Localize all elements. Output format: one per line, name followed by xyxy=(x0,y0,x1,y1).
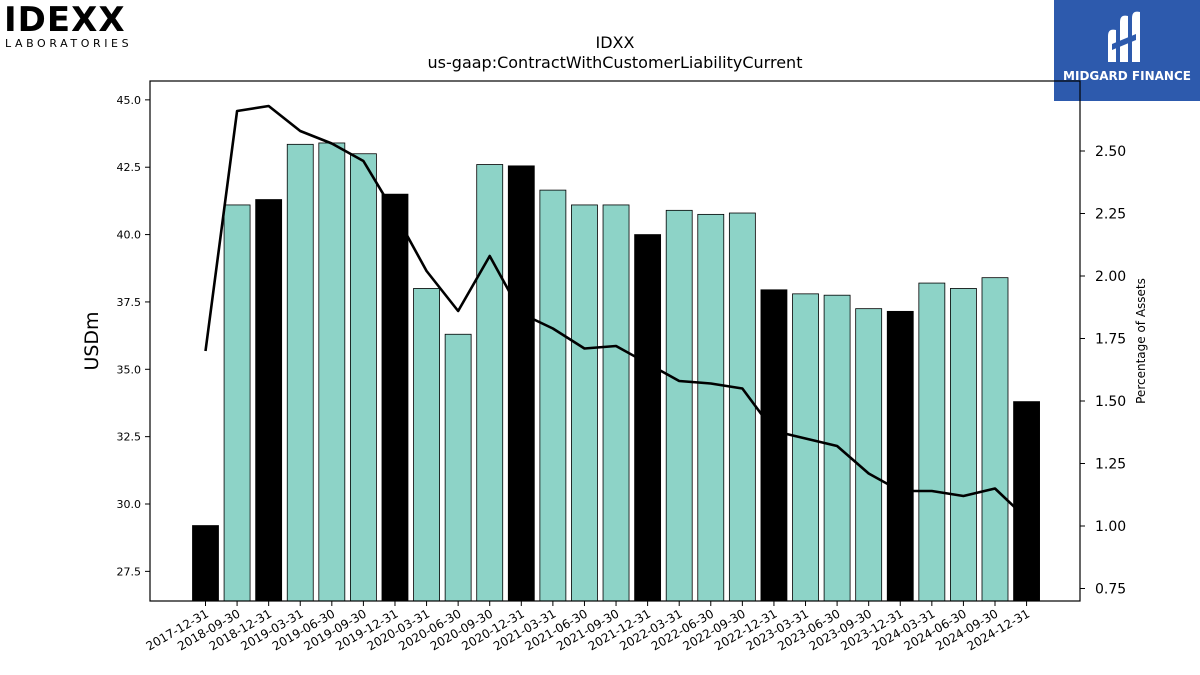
y2-tick-label: 2.25 xyxy=(1095,207,1126,223)
bar-2017-12-31 xyxy=(192,525,219,602)
y-tick-label: 40.0 xyxy=(117,229,142,242)
midgard-mark-icon xyxy=(1108,11,1140,63)
idexx-logo: IDEXX LABORATORIES xyxy=(4,2,154,52)
bar-2022-09-30 xyxy=(728,212,756,602)
bar-2019-09-30 xyxy=(349,153,377,602)
y-axis: 27.5 30.0 32.5 35.0 37.5 40.0 42.5 45.0 xyxy=(117,94,150,578)
idexx-logo-word: IDEXX xyxy=(4,0,126,40)
y2-tick-label: 1.00 xyxy=(1095,519,1126,535)
chart-subtitle: us-gaap:ContractWithCustomerLiabilityCur… xyxy=(428,53,803,72)
bar-2020-06-30 xyxy=(444,333,472,602)
bar-2024-06-30 xyxy=(950,288,977,602)
chart-title: IDXX xyxy=(596,33,635,52)
y-tick-label: 42.5 xyxy=(117,161,142,174)
bar-2023-03-31 xyxy=(792,293,819,602)
y-tick-label: 27.5 xyxy=(117,565,142,578)
idexx-logo-sub: LABORATORIES xyxy=(5,37,133,50)
bar-2018-09-30 xyxy=(223,204,251,602)
bar-2024-03-31 xyxy=(918,282,946,602)
midgard-finance-logo: MIDGARD FINANCE xyxy=(1054,0,1200,101)
y2-tick-label: 1.25 xyxy=(1095,457,1126,473)
y-tick-label: 45.0 xyxy=(117,94,142,107)
bar-2022-12-31 xyxy=(760,289,788,602)
bar-2021-12-31 xyxy=(634,234,662,602)
y-tick-label: 30.0 xyxy=(117,498,142,511)
y2-tick-label: 0.75 xyxy=(1095,582,1126,598)
y-tick-label: 32.5 xyxy=(117,431,142,444)
bar-2020-09-30 xyxy=(476,164,504,602)
bar-2024-12-31 xyxy=(1013,401,1040,602)
y-tick-label: 37.5 xyxy=(117,296,142,309)
y2-tick-label: 2.00 xyxy=(1095,269,1126,285)
bar-2024-09-30 xyxy=(981,277,1009,602)
y2-axis-label: Percentage of Assets xyxy=(1134,278,1148,404)
plot-frame xyxy=(149,80,1081,602)
y2-tick-label: 2.50 xyxy=(1095,144,1126,160)
bar-2019-03-31 xyxy=(286,143,314,602)
bar-series xyxy=(192,142,1040,602)
x-axis: 2017-12-312018-09-302018-12-312019-03-31… xyxy=(144,601,1032,653)
midgard-finance-name: MIDGARD FINANCE xyxy=(1063,69,1191,83)
bar-2018-12-31 xyxy=(255,199,283,602)
bar-2023-06-30 xyxy=(823,294,851,602)
bar-2020-03-31 xyxy=(413,288,440,602)
bar-2022-06-30 xyxy=(697,213,725,602)
bar-2023-09-30 xyxy=(855,308,883,602)
y2-tick-label: 1.50 xyxy=(1095,394,1126,410)
bar-2019-06-30 xyxy=(318,142,346,602)
bar-2019-12-31 xyxy=(381,193,409,602)
bar-2021-09-30 xyxy=(602,204,630,602)
percentage-line-series xyxy=(204,104,1028,520)
y2-tick-label: 1.75 xyxy=(1095,332,1126,348)
bar-2021-06-30 xyxy=(571,204,598,602)
bar-2020-12-31 xyxy=(507,165,535,602)
y-axis-label: USDm xyxy=(81,311,103,370)
y-tick-label: 35.0 xyxy=(117,363,142,376)
bar-2022-03-31 xyxy=(665,209,693,602)
y2-axis: 0.75 1.00 1.25 1.50 1.75 2.00 2.25 2.50 xyxy=(1080,144,1126,598)
percentage-line xyxy=(204,104,1028,520)
bar-2021-03-31 xyxy=(539,189,567,602)
bar-2023-12-31 xyxy=(886,310,914,602)
